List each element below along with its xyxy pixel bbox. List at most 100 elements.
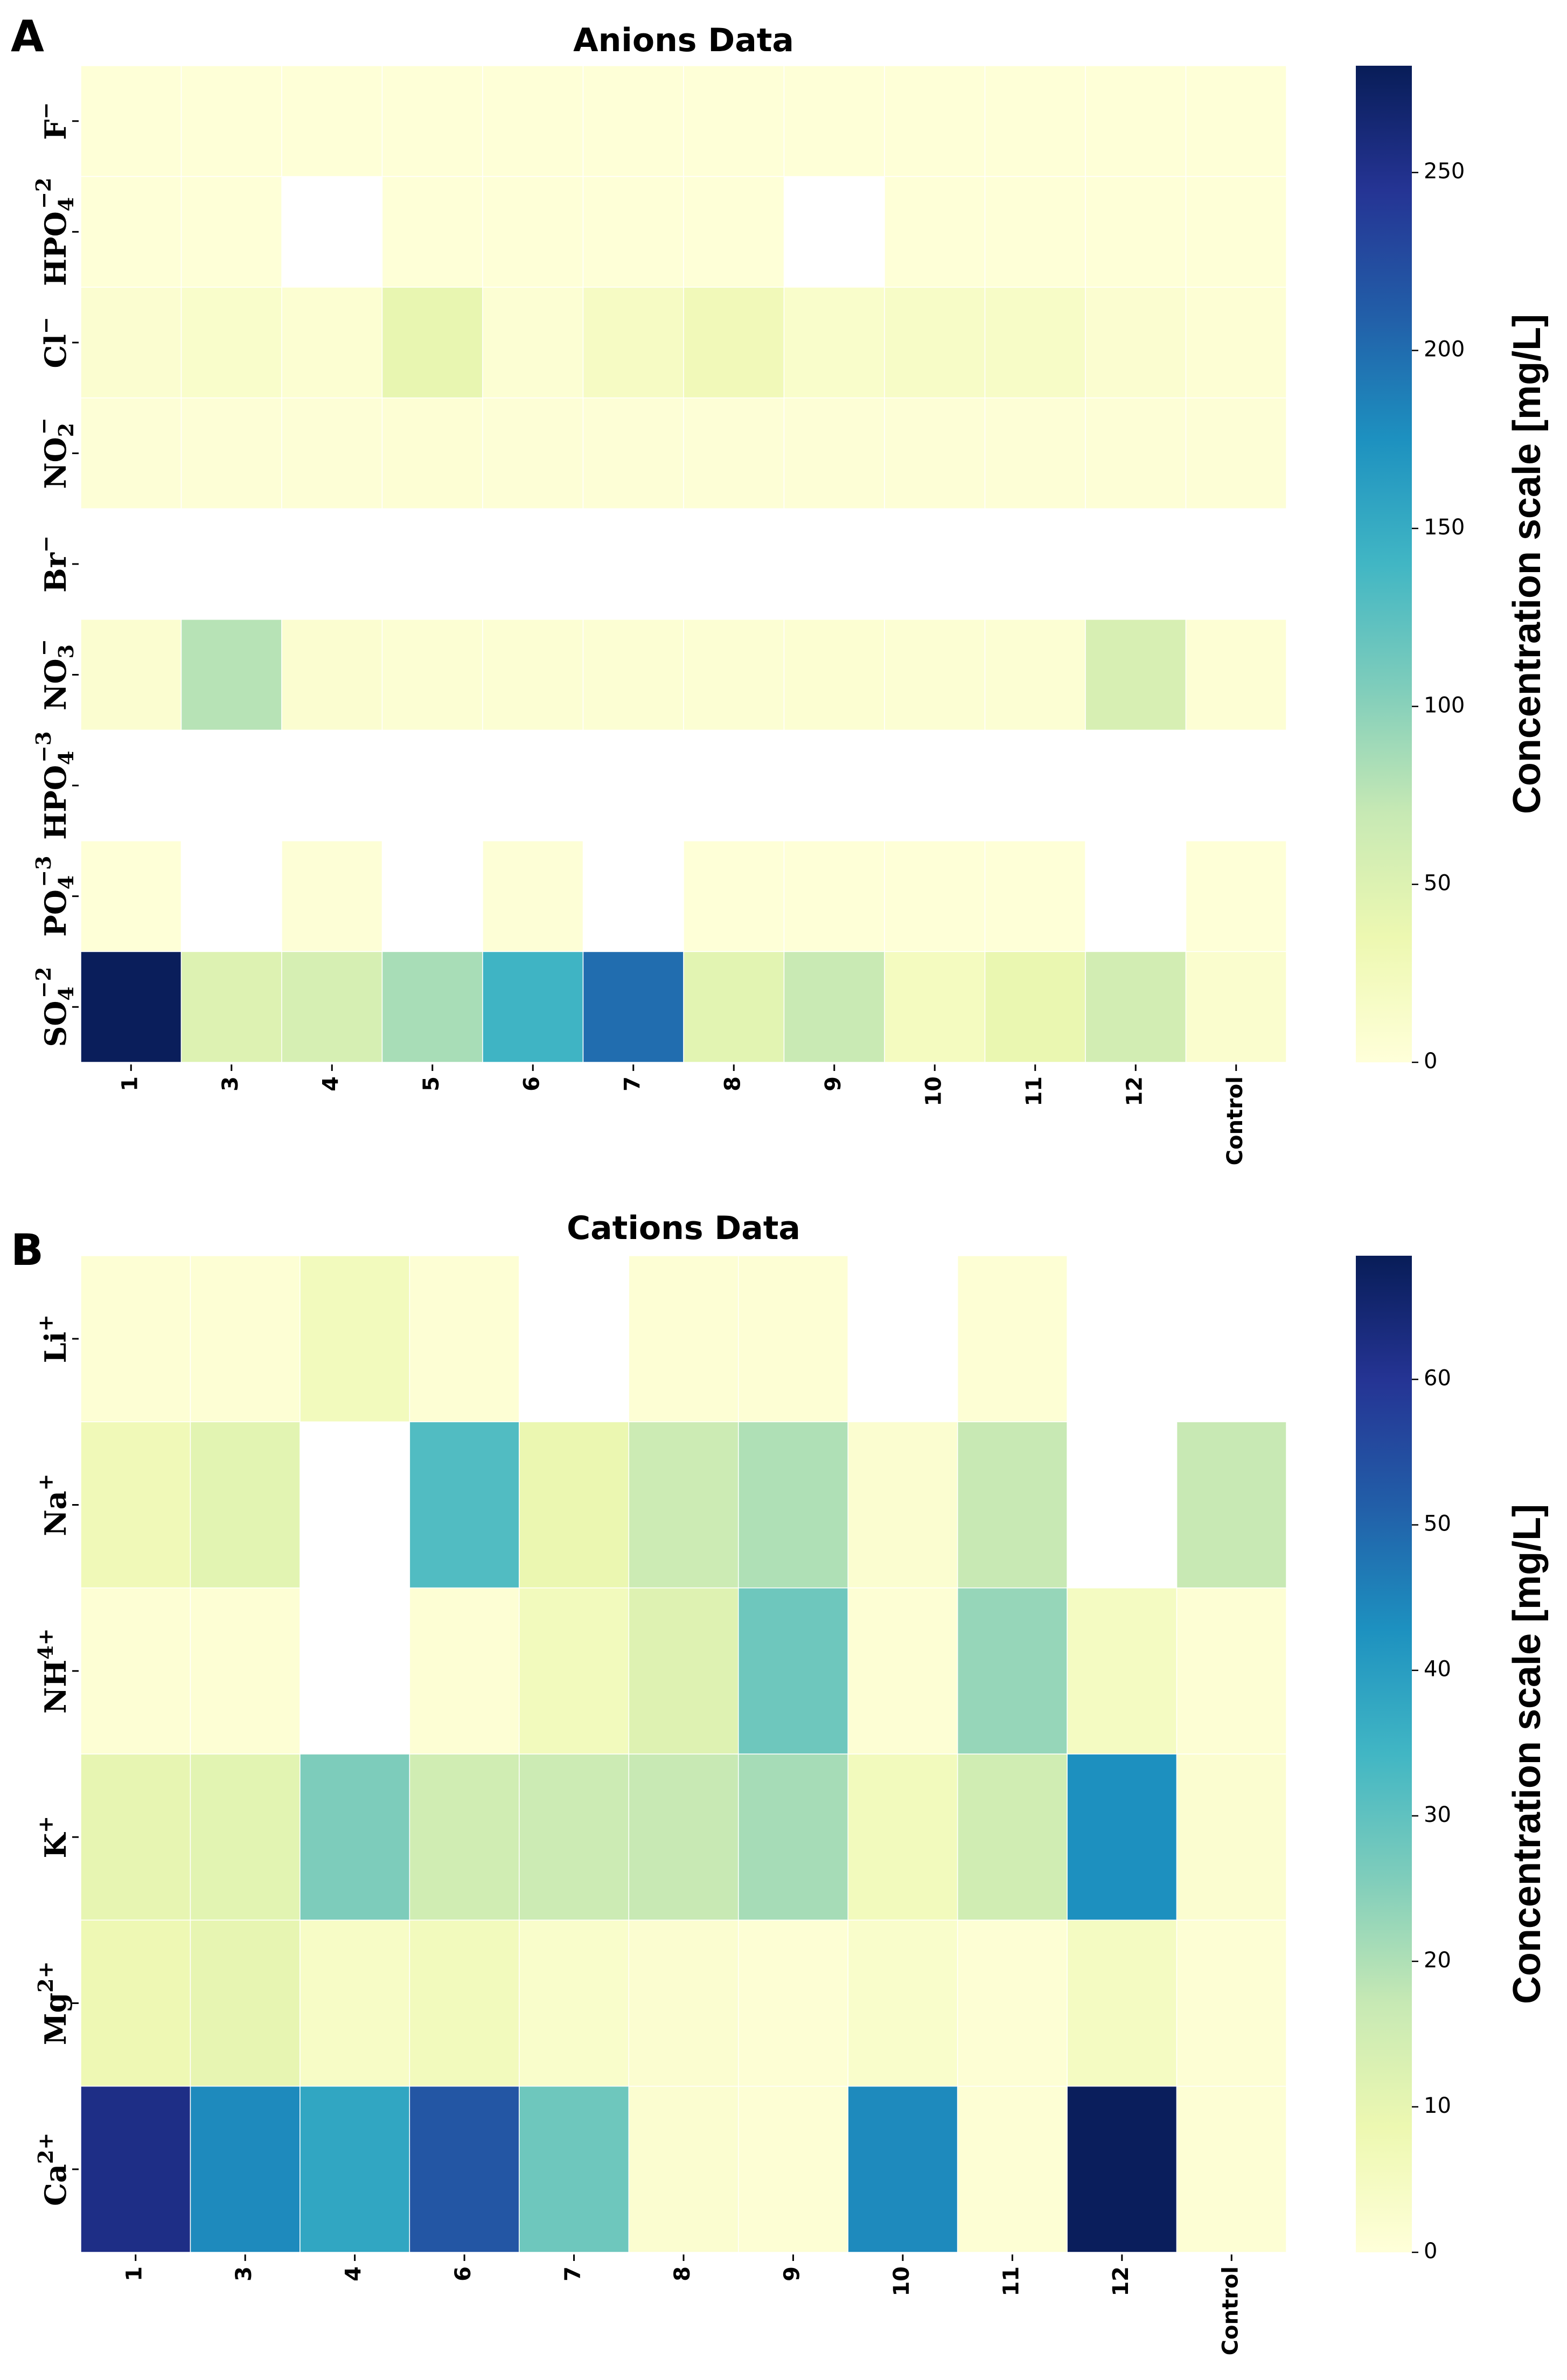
- heatmap-cell: [519, 1753, 630, 1921]
- y-tick-label: NO3−: [31, 639, 78, 711]
- heatmap-cell: [300, 2085, 410, 2253]
- heatmap-cell: [582, 619, 684, 731]
- y-tick-label: HPO4−2: [31, 178, 78, 286]
- heatmap-cell: [884, 65, 986, 177]
- heatmap-cell: [409, 2085, 520, 2253]
- heatmap-cell: [628, 1587, 739, 1755]
- heatmap-cell: [190, 1587, 301, 1755]
- heatmap-cell: [1085, 287, 1187, 399]
- heatmap-cell: [80, 2085, 191, 2253]
- heatmap-cell: [1067, 1587, 1178, 1755]
- heatmap-cell: [628, 1919, 739, 2087]
- x-tick-label: 8: [670, 2266, 695, 2281]
- anions-cells: [80, 65, 1287, 1063]
- heatmap-cell: [884, 840, 986, 952]
- heatmap-cell: [984, 397, 1086, 509]
- x-tick-label: 3: [232, 2266, 256, 2281]
- heatmap-cell: [1067, 1919, 1178, 2087]
- heatmap-cell: [80, 619, 182, 731]
- colorbar-tick-label: 50: [1424, 871, 1451, 896]
- heatmap-cell: [409, 1421, 520, 1589]
- heatmap-cell: [482, 840, 584, 952]
- heatmap-cell: [1085, 397, 1187, 509]
- heatmap-cell: [884, 619, 986, 731]
- chart-title: Anions Data: [573, 22, 794, 59]
- heatmap-cell: [180, 951, 282, 1063]
- y-tick-label: Mg2+: [33, 1961, 73, 2045]
- x-tick-label: 4: [318, 1076, 343, 1091]
- heatmap-cell: [737, 2085, 848, 2253]
- colorbar-tick-label: 30: [1424, 1803, 1451, 1827]
- heatmap-cell: [281, 619, 383, 731]
- heatmap-cell: [381, 65, 483, 177]
- heatmap-cell: [482, 619, 584, 731]
- heatmap-cell: [482, 287, 584, 399]
- heatmap-cell: [1176, 1587, 1287, 1755]
- heatmap-cell: [884, 397, 986, 509]
- heatmap-cell: [957, 1919, 1068, 2087]
- cations-cells: [80, 1255, 1287, 2253]
- heatmap-cell: [1185, 619, 1287, 731]
- heatmap-cell: [884, 951, 986, 1063]
- colorbar-tick-label: 0: [1424, 2239, 1437, 2264]
- heatmap-cell: [1176, 1919, 1287, 2087]
- heatmap-cell: [1185, 65, 1287, 177]
- heatmap-cell: [628, 1753, 739, 1921]
- heatmap-cell: [737, 1255, 848, 1423]
- heatmap-cell: [783, 397, 885, 509]
- heatmap-cell: [737, 1587, 848, 1755]
- colorbar-gradient: [1356, 1256, 1412, 2252]
- heatmap-cell: [783, 619, 885, 731]
- colorbar-tick-label: 150: [1424, 515, 1465, 540]
- heatmap-cell: [409, 1255, 520, 1423]
- cations-heatmap-panel: B Cations Data 1 3 4 6 7 8 9 10 11 12 Control Li+ Na+ N…: [11, 1209, 1549, 2355]
- colorbar-tick-label: 10: [1424, 2093, 1451, 2118]
- heatmap-cell: [519, 1421, 630, 1589]
- heatmap-cell: [190, 2085, 301, 2253]
- heatmap-cell: [582, 65, 684, 177]
- heatmap-cell: [783, 65, 885, 177]
- heatmap-cell: [1176, 1421, 1287, 1589]
- heatmap-cell: [482, 951, 584, 1063]
- heatmap-cell: [984, 619, 1086, 731]
- heatmap-cell: [847, 1919, 958, 2087]
- heatmap-cell: [628, 2085, 739, 2253]
- colorbar-gradient: [1356, 66, 1412, 1062]
- heatmap-cell: [180, 287, 282, 399]
- colorbar-tick-label: 60: [1424, 1366, 1451, 1391]
- colorbar-label: Concentration scale [mg/L]: [1506, 1504, 1549, 2004]
- x-axis-ticks: 1 3 4 6 7 8 9 10 11 12 Control: [122, 2254, 1243, 2355]
- heatmap-cell: [783, 951, 885, 1063]
- heatmap-cell: [381, 397, 483, 509]
- y-tick-label: Ca2+: [33, 2133, 73, 2206]
- heatmap-cell: [80, 840, 182, 952]
- panel-label: B: [11, 1225, 44, 1275]
- heatmap-cell: [1176, 1753, 1287, 1921]
- x-tick-label: 9: [821, 1076, 846, 1091]
- colorbar: 0 10 20 30 40 50 60 Concentration scale [mg/L]: [1356, 1256, 1549, 2264]
- heatmap-cell: [683, 176, 785, 288]
- x-tick-label: 1: [122, 2266, 147, 2281]
- heatmap-cell: [683, 397, 785, 509]
- heatmap-cell: [737, 1753, 848, 1921]
- colorbar: 0 50 100 150 200 250 Concentration scale [mg/L…: [1356, 66, 1549, 1074]
- heatmap-cell: [381, 176, 483, 288]
- y-tick-label: SO4−2: [31, 967, 78, 1047]
- heatmap-cell: [381, 619, 483, 731]
- x-tick-label: 1: [117, 1076, 142, 1091]
- heatmap-cell: [1185, 397, 1287, 509]
- heatmap-cell: [409, 1919, 520, 2087]
- heatmap-cell: [957, 1421, 1068, 1589]
- heatmap-cell: [984, 951, 1086, 1063]
- heatmap-cell: [190, 1753, 301, 1921]
- heatmap-cell: [847, 2085, 958, 2253]
- heatmap-cell: [281, 287, 383, 399]
- heatmap-cell: [984, 287, 1086, 399]
- heatmap-cell: [737, 1919, 848, 2087]
- panel-label: A: [11, 11, 44, 61]
- heatmap-cell: [80, 397, 182, 509]
- heatmap-cell: [80, 1587, 191, 1755]
- x-tick-label: 8: [720, 1076, 745, 1091]
- heatmap-cell: [1067, 1753, 1178, 1921]
- heatmap-cell: [80, 1753, 191, 1921]
